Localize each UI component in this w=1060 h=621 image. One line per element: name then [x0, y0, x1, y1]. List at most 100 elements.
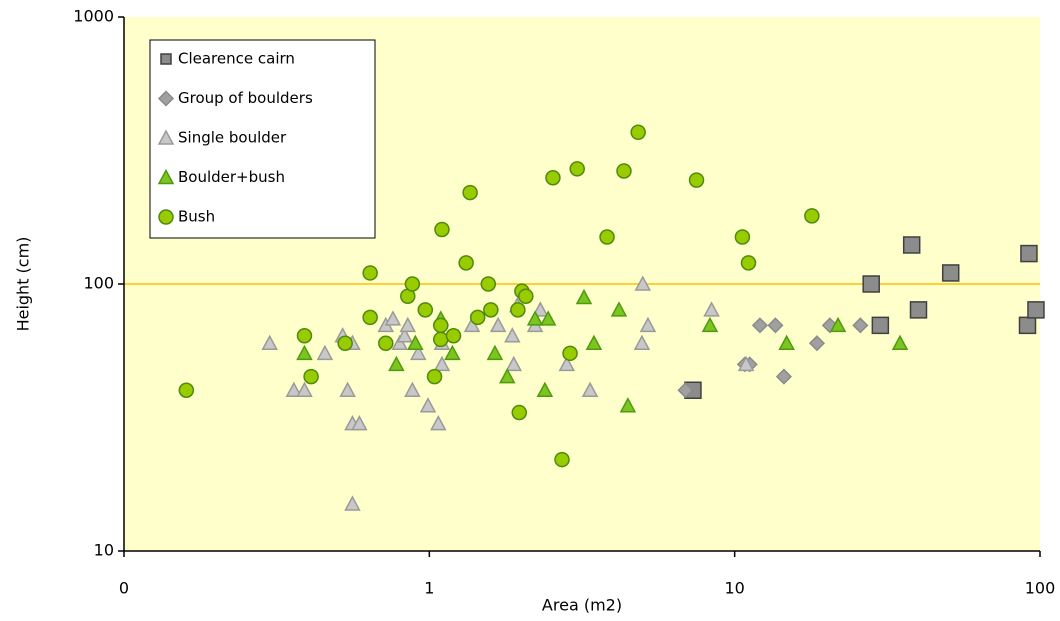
point — [426, 368, 443, 385]
legend-label: Bush — [178, 208, 215, 226]
point — [396, 327, 413, 343]
legend-label: Boulder+bush — [178, 168, 285, 186]
legend-marker — [157, 129, 175, 145]
point — [410, 344, 427, 361]
point — [852, 317, 869, 334]
point — [433, 317, 449, 334]
point — [463, 316, 481, 333]
point — [639, 316, 657, 333]
point — [407, 334, 424, 350]
point — [740, 255, 757, 271]
point — [433, 331, 449, 348]
point — [499, 368, 516, 384]
x-tick-label: 1 — [424, 579, 434, 598]
point — [444, 344, 461, 361]
point — [433, 355, 451, 372]
point — [902, 236, 921, 254]
legend-label: Single boulder — [178, 129, 287, 147]
point — [445, 327, 462, 344]
point — [483, 302, 499, 318]
y-tick-label: 1000 — [73, 7, 114, 26]
point — [581, 381, 599, 397]
point — [558, 355, 576, 372]
point — [630, 124, 646, 141]
point — [296, 344, 313, 361]
point — [362, 265, 378, 281]
point — [296, 381, 313, 397]
point — [511, 404, 527, 421]
point — [569, 161, 585, 177]
point — [610, 301, 628, 317]
legend-box — [149, 39, 376, 239]
legend-label: Group of boulders — [178, 89, 313, 107]
legend-marker — [160, 53, 172, 65]
point — [469, 309, 486, 326]
x-tick-label: 0 — [119, 579, 129, 598]
point — [1020, 244, 1038, 263]
legend-marker — [158, 209, 174, 225]
point — [480, 276, 497, 292]
point — [339, 381, 356, 397]
legend-marker — [157, 90, 175, 107]
legend-label: Clearence cairn — [178, 50, 295, 68]
legend-entry: Clearence cairn — [160, 50, 295, 68]
point — [419, 397, 437, 413]
y-tick-label: 10 — [94, 541, 114, 560]
point — [399, 316, 417, 333]
point — [404, 276, 421, 292]
x-tick-label: 10 — [724, 579, 744, 598]
point — [703, 301, 720, 317]
point — [296, 327, 313, 344]
legend-entry: Single boulder — [157, 129, 287, 147]
point — [261, 334, 278, 350]
point — [430, 415, 447, 431]
point — [804, 208, 820, 224]
point — [417, 302, 434, 318]
point — [688, 172, 705, 188]
y-axis-title: Height (cm) — [14, 237, 33, 332]
point — [575, 288, 593, 305]
point — [677, 382, 694, 399]
point — [362, 309, 378, 326]
point — [388, 355, 405, 372]
point — [486, 344, 504, 361]
point — [554, 451, 570, 468]
legend-entry: Group of boulders — [157, 89, 313, 107]
point — [178, 382, 195, 398]
point — [909, 301, 928, 319]
point — [1018, 316, 1037, 335]
point — [539, 310, 557, 326]
point — [734, 229, 751, 245]
point — [891, 334, 909, 350]
point — [829, 316, 847, 333]
point — [599, 229, 615, 245]
point — [616, 163, 632, 179]
point — [808, 335, 826, 352]
x-axis-title: Area (m2) — [542, 596, 622, 615]
point — [510, 302, 526, 318]
point — [634, 275, 652, 291]
point — [737, 355, 755, 372]
point — [585, 334, 603, 350]
point — [778, 334, 795, 350]
point — [518, 288, 534, 304]
point — [536, 381, 554, 397]
point — [532, 301, 549, 317]
x-tick-label: 100 — [1025, 579, 1056, 598]
point — [316, 344, 334, 361]
legend-entry: Boulder+bush — [157, 168, 285, 186]
point — [504, 327, 521, 343]
series — [261, 275, 755, 511]
point — [633, 334, 651, 350]
y-tick-label: 100 — [83, 274, 114, 293]
point — [337, 335, 353, 351]
point — [404, 381, 421, 397]
point — [545, 170, 561, 186]
point — [775, 368, 792, 385]
point — [701, 316, 719, 333]
point — [1027, 301, 1045, 319]
series — [178, 124, 820, 468]
point — [489, 316, 507, 333]
point — [862, 275, 880, 293]
